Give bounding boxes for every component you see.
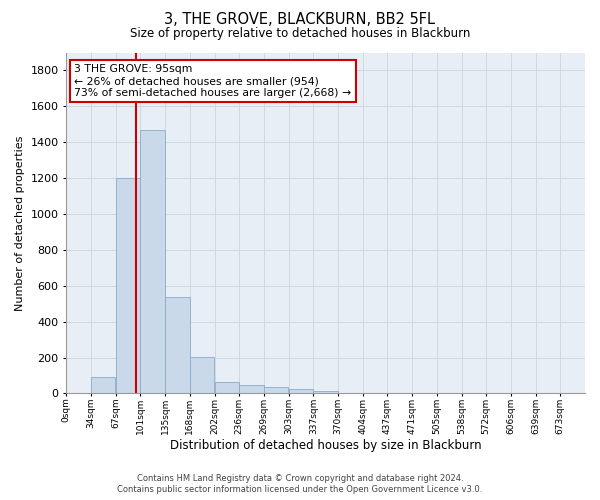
Text: 3 THE GROVE: 95sqm
← 26% of detached houses are smaller (954)
73% of semi-detach: 3 THE GROVE: 95sqm ← 26% of detached hou… — [74, 64, 351, 98]
Bar — [190, 356, 214, 394]
Bar — [289, 388, 313, 394]
Bar — [264, 387, 289, 394]
Bar — [140, 130, 165, 394]
Text: 3, THE GROVE, BLACKBURN, BB2 5FL: 3, THE GROVE, BLACKBURN, BB2 5FL — [164, 12, 436, 28]
Y-axis label: Number of detached properties: Number of detached properties — [15, 136, 25, 310]
Bar — [116, 178, 140, 394]
Bar — [215, 382, 239, 394]
Bar — [165, 298, 190, 394]
Bar — [239, 386, 263, 394]
Text: Contains HM Land Registry data © Crown copyright and database right 2024.
Contai: Contains HM Land Registry data © Crown c… — [118, 474, 482, 494]
X-axis label: Distribution of detached houses by size in Blackburn: Distribution of detached houses by size … — [170, 440, 481, 452]
Bar — [91, 378, 115, 394]
Bar — [313, 391, 338, 394]
Text: Size of property relative to detached houses in Blackburn: Size of property relative to detached ho… — [130, 28, 470, 40]
